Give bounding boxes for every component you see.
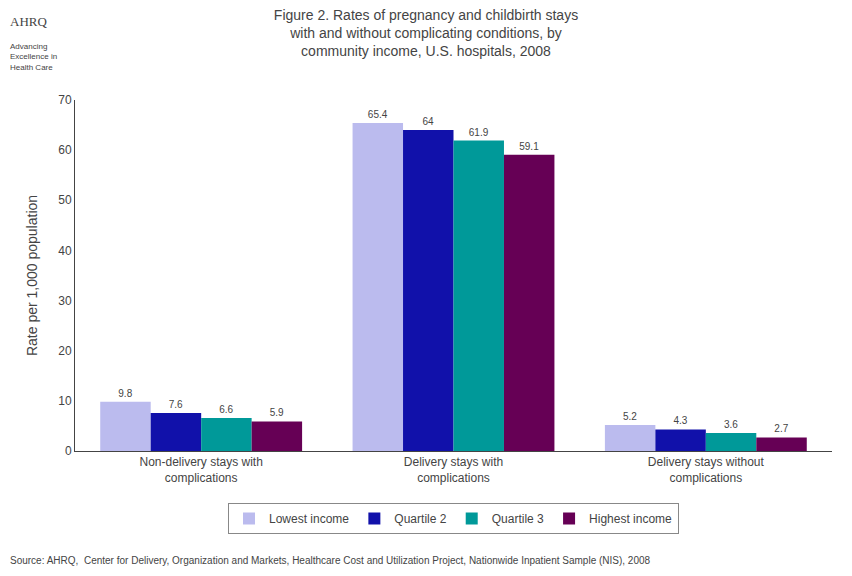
svg-text:61.9: 61.9 <box>469 127 489 138</box>
svg-text:Quartile 3: Quartile 3 <box>492 512 544 526</box>
svg-text:70: 70 <box>58 93 72 107</box>
svg-text:3.6: 3.6 <box>724 419 738 430</box>
svg-text:60: 60 <box>58 143 72 157</box>
svg-text:10: 10 <box>58 394 72 408</box>
svg-text:5.9: 5.9 <box>270 407 284 418</box>
svg-text:7.6: 7.6 <box>169 399 183 410</box>
svg-text:AHRQ: AHRQ <box>10 14 47 29</box>
svg-text:50: 50 <box>58 193 72 207</box>
svg-text:Source: AHRQ, Center for Deli: Source: AHRQ, Center for Delivery, Organ… <box>10 555 651 566</box>
svg-text:2.7: 2.7 <box>774 423 788 434</box>
svg-text:AdvancingExcellence inHealth C: AdvancingExcellence inHealth Care <box>10 42 57 72</box>
svg-text:65.4: 65.4 <box>368 109 388 120</box>
svg-text:64: 64 <box>422 116 434 127</box>
svg-text:20: 20 <box>58 344 72 358</box>
svg-text:Figure 2. Rates of pregnancy a: Figure 2. Rates of pregnancy and childbi… <box>274 7 578 59</box>
svg-text:30: 30 <box>58 294 72 308</box>
svg-text:Lowest income: Lowest income <box>269 512 349 526</box>
svg-text:0: 0 <box>65 444 72 458</box>
svg-text:Delivery stays withcomplicatio: Delivery stays withcomplications <box>404 455 503 485</box>
svg-text:5.2: 5.2 <box>623 411 637 422</box>
svg-text:Rate per 1,000 population: Rate per 1,000 population <box>24 195 40 356</box>
svg-text:59.1: 59.1 <box>519 141 539 152</box>
svg-text:9.8: 9.8 <box>118 388 132 399</box>
svg-text:6.6: 6.6 <box>219 404 233 415</box>
svg-text:40: 40 <box>58 244 72 258</box>
svg-text:Highest income: Highest income <box>589 512 672 526</box>
svg-text:Non-delivery stays withcomplic: Non-delivery stays withcomplications <box>139 455 262 485</box>
svg-text:Quartile 2: Quartile 2 <box>394 512 446 526</box>
svg-text:Delivery stays withoutcomplica: Delivery stays withoutcomplications <box>648 455 765 485</box>
svg-text:4.3: 4.3 <box>673 415 687 426</box>
